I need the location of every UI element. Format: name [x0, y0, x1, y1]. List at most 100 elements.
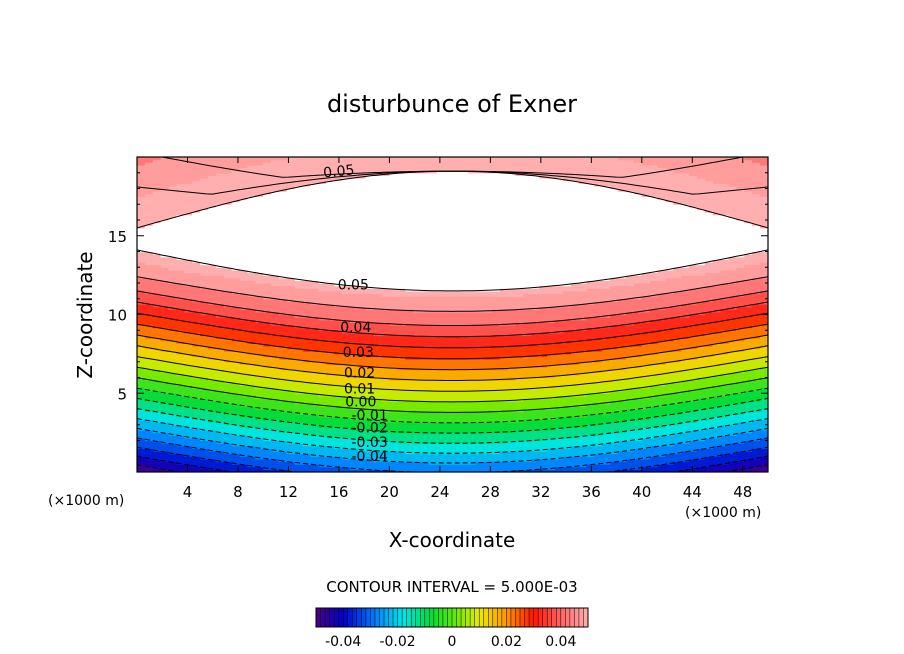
- contour-band-cell: [247, 212, 256, 216]
- contour-band-cell: [349, 388, 359, 392]
- contour-band-cell: [310, 191, 320, 195]
- contour-band-cell: [184, 401, 193, 405]
- contour-band-cell: [318, 230, 327, 234]
- contour-band-cell: [342, 222, 351, 226]
- contour-band-cell: [160, 167, 170, 171]
- contour-bands: [137, 157, 768, 472]
- contour-band-cell: [144, 162, 154, 166]
- contour-band-cell: [365, 206, 375, 211]
- contour-band-cell: [334, 217, 343, 221]
- contour-band-cell: [326, 235, 335, 239]
- contour-band-cell: [207, 317, 217, 321]
- contour-band-cell: [255, 178, 264, 182]
- contour-band-cell: [223, 432, 233, 436]
- contour-band-cell: [263, 322, 272, 326]
- contour-band-cell: [160, 159, 170, 163]
- contour-band-cell: [176, 230, 185, 234]
- contour-band-cell: [144, 157, 154, 161]
- contour-band-cell: [271, 361, 280, 365]
- contour-band-cell: [207, 464, 217, 468]
- contour-band-cell: [192, 448, 201, 452]
- contour-band-cell: [160, 377, 170, 381]
- contour-band-cell: [200, 448, 209, 452]
- contour-band-cell: [247, 296, 256, 300]
- contour-band-cell: [302, 451, 312, 455]
- contour-band-cell: [168, 325, 178, 329]
- contour-band-cell: [271, 206, 280, 211]
- contour-band-cell: [144, 259, 154, 263]
- contour-band-cell: [168, 372, 178, 376]
- contour-band-cell: [176, 385, 185, 389]
- contour-band-cell: [326, 275, 335, 279]
- contour-band-cell: [255, 338, 264, 342]
- contour-band-cell: [137, 191, 146, 195]
- contour-band-cell: [192, 175, 201, 179]
- contour-band-cell: [137, 401, 146, 405]
- contour-band-cell: [255, 301, 264, 305]
- contour-band-cell: [231, 241, 241, 245]
- contour-band-cell: [137, 196, 146, 200]
- contour-band-cell: [271, 264, 280, 268]
- contour-band-cell: [168, 185, 178, 190]
- contour-band-cell: [278, 246, 288, 250]
- contour-band-cell: [207, 456, 217, 460]
- contour-band-cell: [278, 377, 288, 381]
- contour-band-cell: [176, 432, 185, 436]
- contour-band-cell: [144, 327, 154, 331]
- contour-band-cell: [137, 267, 146, 271]
- contour-band-cell: [176, 199, 185, 203]
- contour-band-cell: [334, 319, 343, 323]
- contour-band-cell: [215, 167, 225, 171]
- contour-band-cell: [349, 432, 359, 436]
- contour-band-cell: [215, 301, 225, 305]
- contour-band-cell: [239, 275, 249, 279]
- contour-band-cell: [294, 322, 304, 326]
- contour-band-cell: [223, 204, 233, 208]
- contour-band-cell: [184, 327, 193, 331]
- contour-band-cell: [294, 414, 304, 418]
- contour-band-cell: [223, 343, 233, 347]
- contour-band-cell: [137, 432, 146, 436]
- contour-band-cell: [231, 191, 241, 195]
- contour-band-cell: [278, 458, 288, 463]
- contour-band-cell: [184, 466, 193, 470]
- contour-band-cell: [302, 388, 312, 392]
- contour-band-cell: [239, 440, 249, 444]
- contour-band-cell: [200, 277, 209, 281]
- contour-band-cell: [263, 204, 272, 208]
- contour-band-cell: [144, 464, 154, 468]
- contour-band-cell: [247, 385, 256, 389]
- contour-band-cell: [302, 416, 312, 421]
- contour-band-cell: [207, 424, 217, 428]
- contour-band-cell: [342, 401, 351, 405]
- contour-band-cell: [342, 377, 351, 381]
- contour-band-cell: [247, 416, 256, 421]
- contour-band-cell: [231, 280, 241, 284]
- contour-band-cell: [365, 188, 375, 192]
- contour-band-cell: [215, 380, 225, 384]
- contour-band-cell: [349, 448, 359, 452]
- contour-band-cell: [184, 296, 193, 300]
- contour-band-cell: [263, 314, 272, 318]
- contour-band-cell: [302, 398, 312, 402]
- contour-band-cell: [200, 196, 209, 200]
- contour-band-cell: [302, 193, 312, 197]
- contour-band-cell: [184, 453, 193, 457]
- contour-band-cell: [192, 335, 201, 339]
- contour-band-cell: [137, 290, 146, 295]
- contour-band-cell: [215, 338, 225, 342]
- contour-band-cell: [286, 332, 296, 337]
- contour-band-cell: [200, 206, 209, 211]
- contour-band-cell: [160, 416, 170, 421]
- contour-band-cell: [286, 469, 296, 472]
- contour-band-cell: [192, 356, 201, 360]
- contour-band-cell: [200, 395, 209, 400]
- contour-band-cell: [137, 317, 146, 321]
- contour-band-cell: [176, 393, 185, 397]
- contour-band-cell: [294, 162, 304, 166]
- contour-band-cell: [357, 212, 367, 216]
- contour-band-cell: [160, 456, 170, 460]
- contour-band-cell: [342, 435, 351, 439]
- contour-band-cell: [239, 469, 249, 472]
- contour-band-cell: [286, 259, 296, 263]
